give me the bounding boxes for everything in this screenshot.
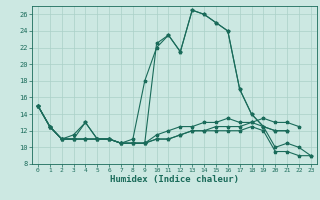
X-axis label: Humidex (Indice chaleur): Humidex (Indice chaleur)	[110, 175, 239, 184]
